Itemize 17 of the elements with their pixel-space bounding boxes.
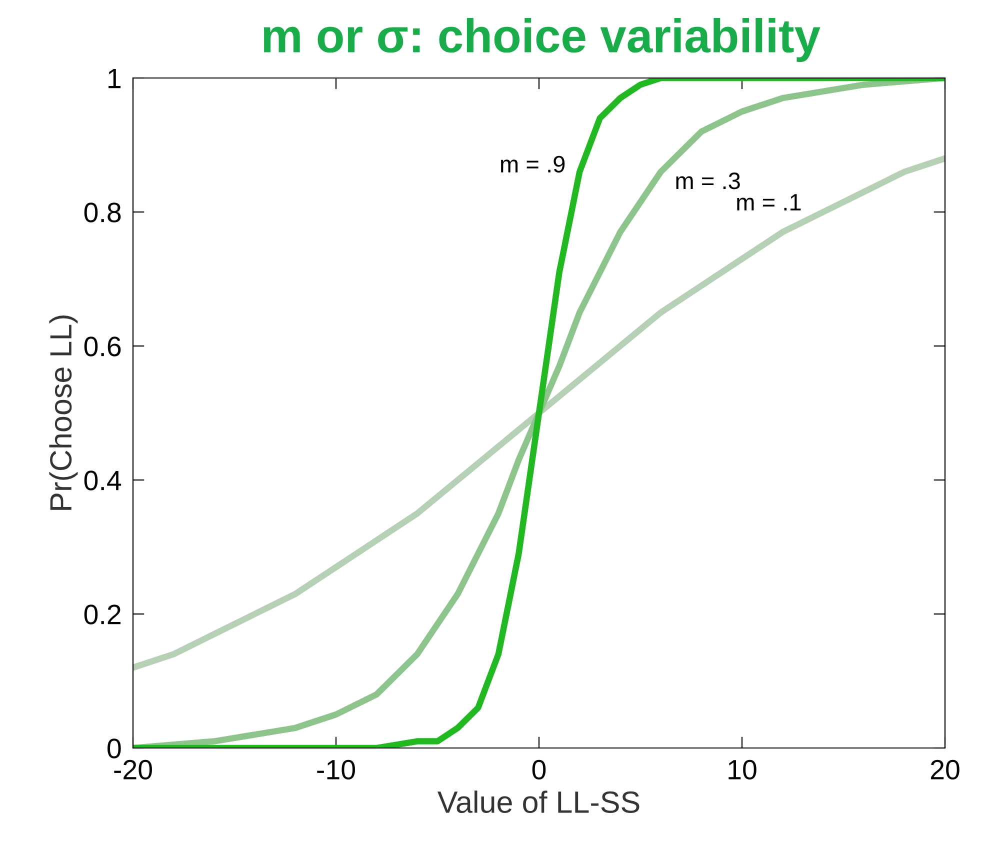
y-tick-label: 1 xyxy=(108,68,121,88)
y-tick-label: 0.4 xyxy=(84,470,122,490)
y-tick-label: 0.2 xyxy=(84,604,120,624)
y-tick-label: 0 xyxy=(108,738,121,758)
y-tick-label: 0.6 xyxy=(84,336,121,356)
series-label: m = .3 xyxy=(676,172,740,190)
series-label: m = .1 xyxy=(737,194,801,210)
y-tick-label: 0.8 xyxy=(84,202,121,222)
x-tick-label: 20 xyxy=(930,760,960,780)
x-tick-label: 10 xyxy=(728,760,756,780)
y-axis-title: Pr(Choose LL) xyxy=(49,316,78,510)
x-tick-label: 0 xyxy=(532,760,546,780)
series-label: m = .9 xyxy=(501,156,565,173)
x-axis-title: Value of LL-SS xyxy=(438,790,640,814)
chart-title: m or σ: choice variability xyxy=(264,18,820,62)
x-tick-label: -10 xyxy=(317,760,355,780)
x-tick-label: -20 xyxy=(114,760,152,780)
